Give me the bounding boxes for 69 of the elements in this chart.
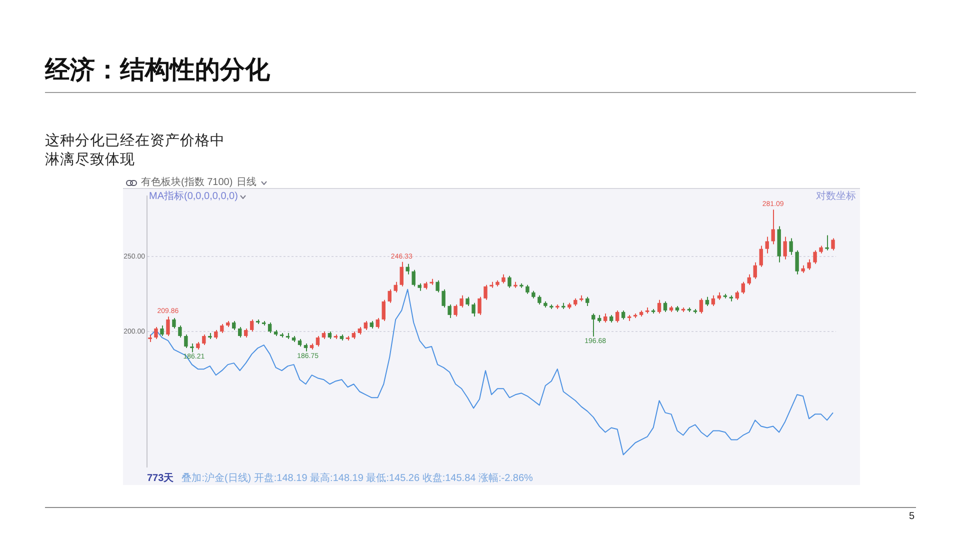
candlestick xyxy=(412,269,416,287)
candlestick xyxy=(478,296,482,316)
candlestick xyxy=(586,296,590,306)
candlestick xyxy=(184,334,188,349)
chart-title: 经济：结构性的分化 xyxy=(45,55,270,85)
candlestick xyxy=(825,234,829,251)
annotation: 对数坐标 xyxy=(816,191,856,202)
candlestick xyxy=(741,281,745,294)
candlestick xyxy=(214,329,218,340)
text: 773天 xyxy=(147,473,174,484)
candlestick xyxy=(382,299,386,322)
candlestick xyxy=(388,288,392,304)
text: 5 xyxy=(909,511,915,523)
candlestick xyxy=(232,320,236,330)
candlestick xyxy=(735,290,739,300)
candlestick xyxy=(711,294,716,306)
candlestick xyxy=(699,298,704,314)
candlestick xyxy=(436,280,440,293)
candlestick xyxy=(795,250,799,275)
candlestick xyxy=(160,324,164,337)
candlestick xyxy=(657,299,662,314)
candlestick xyxy=(538,294,542,305)
candlestick xyxy=(526,284,530,294)
candlestick xyxy=(238,326,242,338)
candlestick xyxy=(591,312,596,337)
candlestick xyxy=(759,245,763,268)
candlestick xyxy=(807,258,811,270)
candlestick xyxy=(466,296,470,306)
candlestick xyxy=(831,238,835,251)
candlestick xyxy=(472,302,476,317)
candlestick xyxy=(789,238,793,256)
candlestick xyxy=(484,284,488,300)
candlestick xyxy=(166,316,170,337)
candlestick xyxy=(603,312,608,323)
candlestick xyxy=(394,281,398,293)
candlestick xyxy=(753,262,757,280)
candlestick xyxy=(154,326,158,340)
candlestick xyxy=(178,324,182,338)
candlestick xyxy=(502,274,506,284)
candlestick xyxy=(376,317,380,329)
candlestick xyxy=(783,236,787,260)
candlestick xyxy=(615,310,620,323)
candlestick xyxy=(442,288,446,308)
candlestick xyxy=(813,250,817,264)
candlestick xyxy=(621,310,626,320)
chart-subtitle: 这种分化已经在资产价格中淋漓尽致体现 xyxy=(45,132,226,170)
candlestick xyxy=(747,274,751,286)
candlestick xyxy=(202,334,206,346)
candlestick xyxy=(406,263,410,275)
candlestick xyxy=(172,317,176,329)
candlestick xyxy=(268,322,272,334)
candlestick xyxy=(663,300,668,312)
candlestick xyxy=(508,275,512,288)
text: 有色板块(指数 7100) xyxy=(141,177,233,188)
candlestick xyxy=(705,296,710,306)
candlestick xyxy=(400,261,404,287)
annotation: MA指标(0,0,0,0,0,0) xyxy=(149,191,238,202)
candlestick xyxy=(220,323,224,334)
candlestick xyxy=(771,209,775,245)
candlestick xyxy=(448,304,452,318)
candlestick xyxy=(364,320,368,330)
text: 叠加:沪金(日线) 开盘:148.19 最高:148.19 最低:145.26 收盘:145.84 涨幅:-2.86% xyxy=(182,473,533,484)
candlestick xyxy=(244,328,248,338)
candlestick xyxy=(460,294,464,308)
candlestick xyxy=(765,236,769,254)
text: 日线 xyxy=(236,177,257,188)
candlestick xyxy=(316,336,320,348)
candlestick xyxy=(454,304,458,317)
candlestick xyxy=(250,318,254,332)
